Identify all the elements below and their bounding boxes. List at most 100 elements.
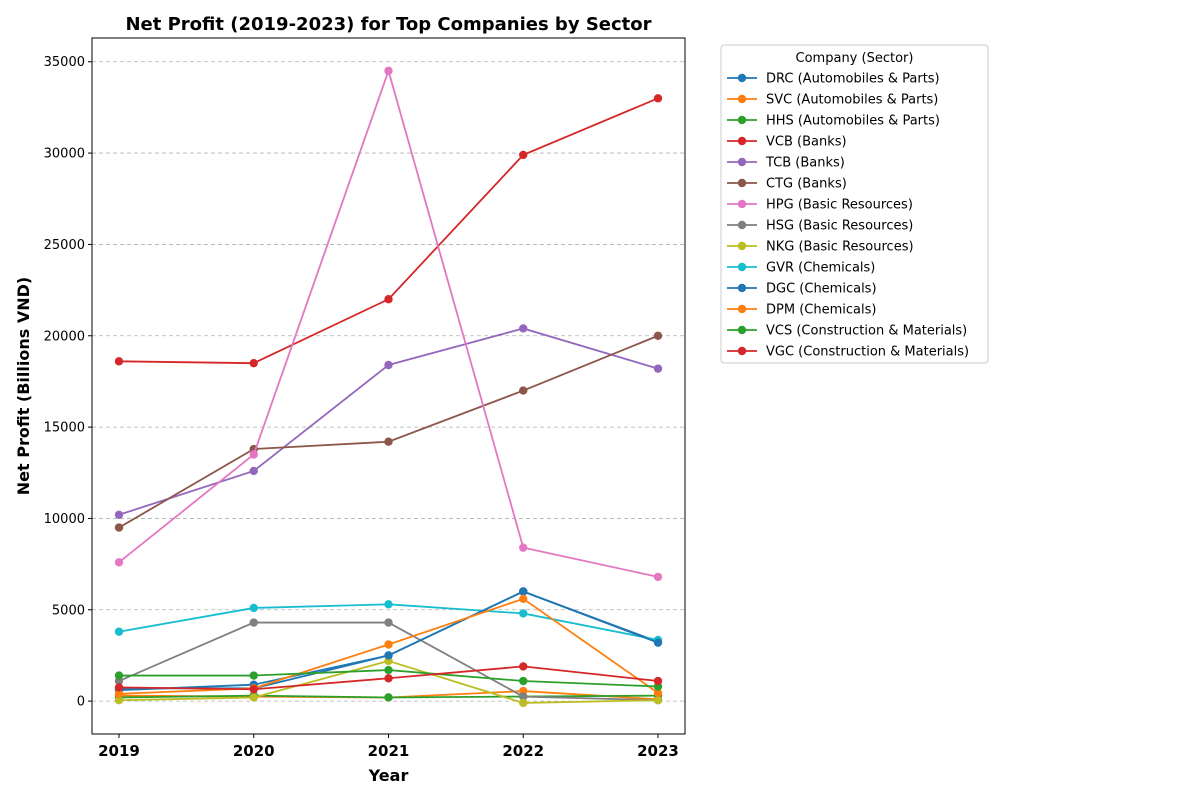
y-tick-label: 20000 (44, 329, 85, 344)
data-point (384, 437, 393, 446)
data-point (519, 150, 528, 160)
series-11 (114, 594, 663, 699)
series-13 (114, 662, 663, 694)
data-point (114, 510, 124, 519)
data-point (114, 627, 124, 636)
legend-label: NKG (Basic Resources) (766, 240, 914, 255)
y-tick-label: 10000 (44, 512, 85, 527)
y-tick-label: 15000 (44, 421, 85, 436)
legend-marker (737, 178, 747, 188)
data-point (114, 696, 124, 705)
x-axis-label: Year (368, 766, 409, 785)
data-point (653, 94, 663, 103)
data-point (519, 594, 528, 604)
legend: Company (Sector) DRC (Automobiles & Part… (720, 44, 989, 364)
data-point (653, 364, 663, 373)
legend-label: TCB (Banks) (765, 156, 845, 171)
legend-marker (737, 157, 747, 167)
data-point (384, 295, 393, 304)
plot-area-frame (91, 37, 686, 735)
data-point (519, 543, 528, 552)
x-tick-label: 2019 (98, 742, 140, 760)
x-tick-label: 2021 (368, 742, 410, 760)
series-9 (114, 600, 663, 645)
y-tick-label: 35000 (44, 55, 85, 70)
data-point (519, 386, 528, 395)
y-axis: 0 5000 10000 15000 20000 25000 30000 35000 (44, 55, 92, 710)
legend-label: DGC (Chemicals) (766, 282, 877, 297)
y-tick-label: 25000 (44, 238, 85, 253)
data-point (114, 689, 124, 699)
data-point (249, 603, 258, 613)
data-point (384, 600, 393, 609)
data-point (249, 466, 258, 476)
legend-label: GVR (Chemicals) (766, 261, 875, 276)
y-tick-label: 30000 (44, 147, 85, 162)
data-point (519, 662, 528, 671)
legend-marker (737, 262, 747, 272)
legend-marker (737, 94, 747, 104)
data-point (519, 698, 528, 708)
chart-title: Net Profit (2019-2023) for Top Companies… (125, 14, 651, 35)
data-point (114, 671, 124, 680)
legend-label: DRC (Automobiles & Parts) (766, 72, 940, 87)
data-point (519, 676, 528, 686)
data-point (653, 676, 663, 686)
series-line (118, 67, 659, 578)
data-point (384, 618, 393, 627)
data-point (249, 450, 258, 459)
data-point (114, 357, 124, 366)
data-point (519, 587, 528, 596)
legend-marker (737, 283, 747, 293)
data-point (249, 358, 258, 368)
legend-label: HPG (Basic Resources) (766, 198, 913, 213)
data-point (519, 324, 528, 333)
data-point (384, 640, 393, 649)
legend-marker (737, 325, 747, 335)
data-point (384, 674, 393, 683)
data-point (114, 523, 124, 532)
data-point (114, 683, 124, 692)
data-point (653, 331, 663, 340)
legend-label: VCS (Construction & Materials) (766, 324, 967, 339)
legend-marker (737, 115, 747, 125)
legend-marker (737, 220, 747, 230)
series-5 (114, 331, 663, 532)
data-point (653, 638, 663, 647)
legend-frame (720, 44, 989, 364)
legend-label: HHS (Automobiles & Parts) (766, 114, 940, 129)
data-point (384, 665, 393, 675)
legend-marker (737, 346, 747, 356)
series-3 (114, 94, 663, 368)
series-6 (114, 66, 663, 582)
data-point (249, 685, 258, 694)
series-layer (114, 66, 663, 708)
x-tick-label: 2020 (233, 742, 275, 760)
series-4 (114, 324, 663, 519)
y-tick-label: 0 (77, 695, 85, 710)
data-point (384, 693, 393, 702)
series-line (118, 97, 659, 365)
data-point (384, 66, 393, 76)
legend-label: SVC (Automobiles & Parts) (766, 93, 938, 108)
data-point (249, 671, 258, 680)
gridlines (92, 61, 685, 702)
legend-label: CTG (Banks) (766, 177, 847, 192)
x-tick-label: 2022 (502, 742, 544, 760)
data-point (519, 692, 528, 701)
y-axis-label: Net Profit (Billions VND) (14, 277, 33, 495)
data-point (114, 558, 124, 567)
legend-label: VCB (Banks) (766, 135, 847, 150)
legend-marker (737, 73, 747, 83)
series-2 (114, 691, 663, 702)
data-point (653, 688, 663, 698)
legend-marker (737, 199, 747, 209)
data-point (249, 618, 258, 627)
data-point (653, 572, 663, 582)
x-tick-label: 2023 (637, 742, 679, 760)
data-point (519, 609, 528, 618)
data-point (653, 696, 663, 705)
legend-label: VGC (Construction & Materials) (766, 345, 969, 360)
y-tick-label: 5000 (52, 603, 85, 618)
